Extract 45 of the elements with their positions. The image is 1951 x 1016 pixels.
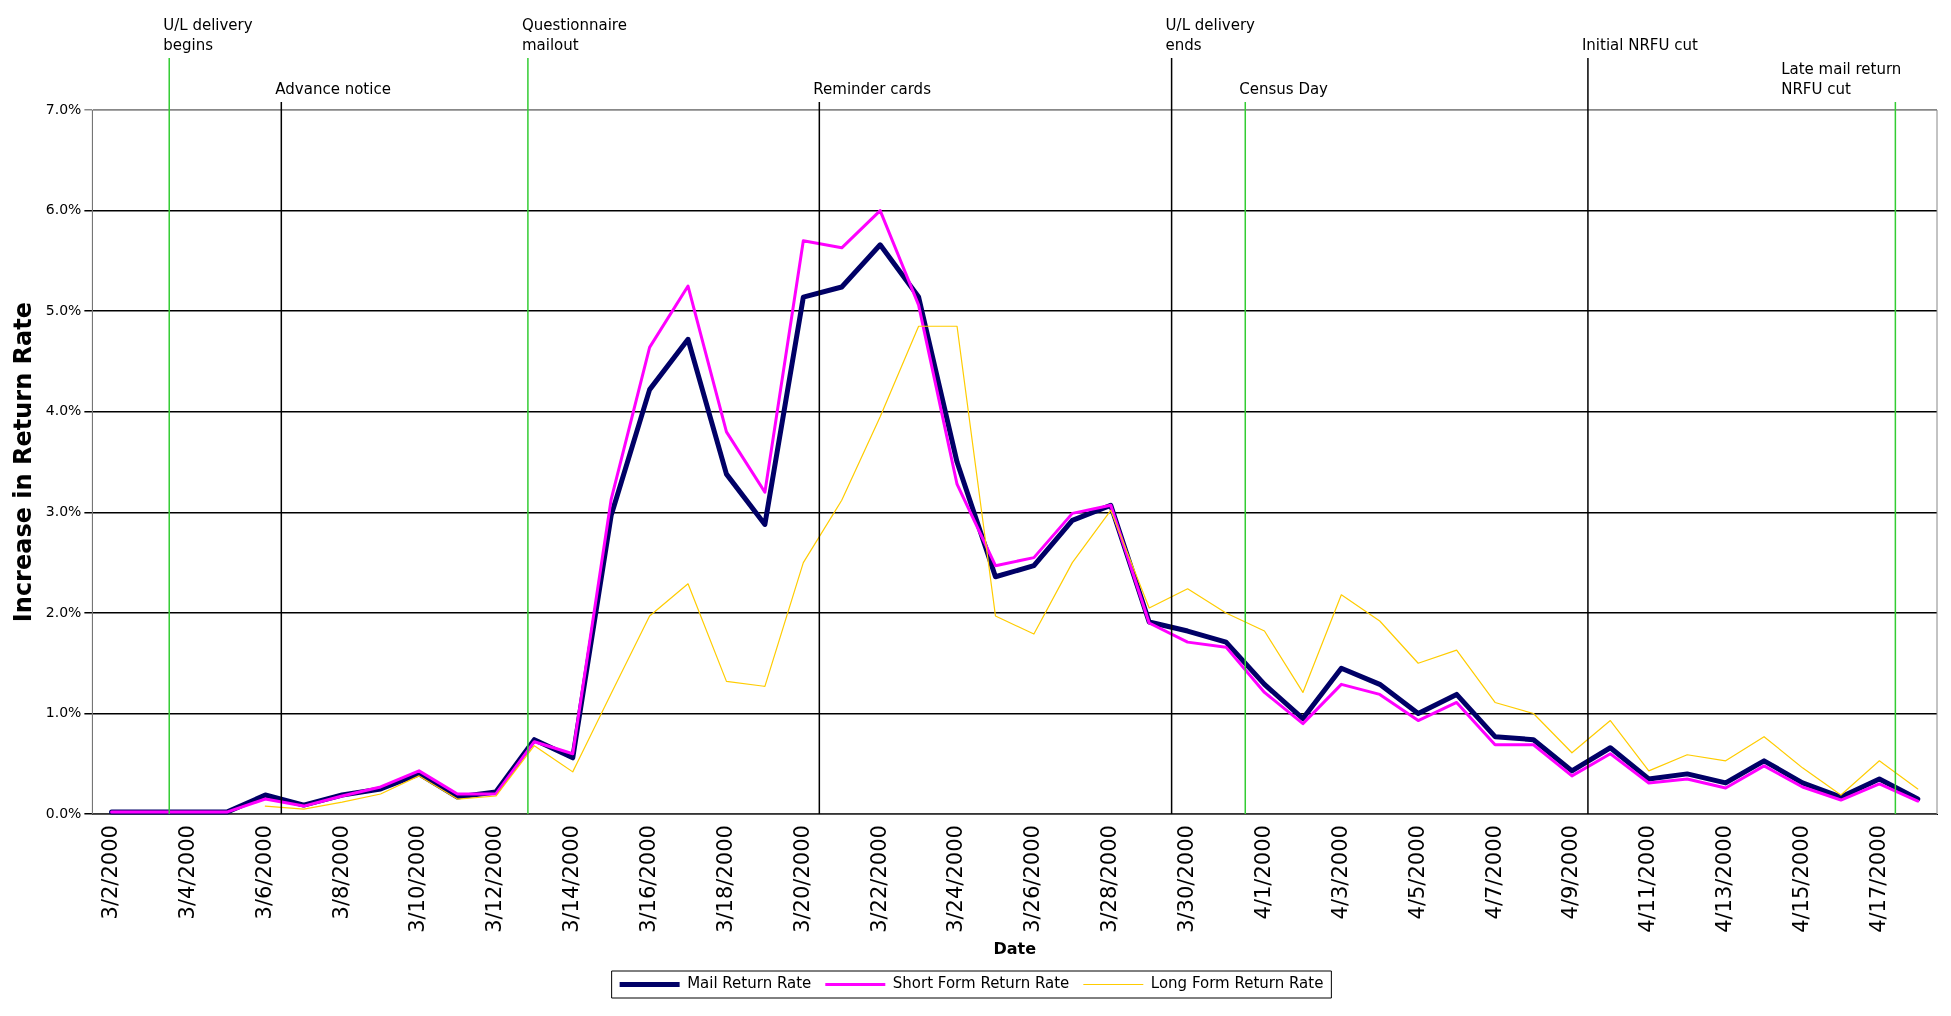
x-tick-label: 3/24/2000 [943,825,968,933]
x-tick-label: 4/9/2000 [1558,825,1583,920]
x-tick-label: 3/14/2000 [559,825,584,933]
y-tick-label: 1.0% [45,704,82,721]
ref-line-label: Late mail return NRFU cut [1781,60,1902,99]
y-tick-label: 2.0% [45,603,82,620]
x-tick-label: 3/8/2000 [328,825,353,920]
ref-line-label: U/L delivery begins [163,16,253,55]
x-tick-label: 3/16/2000 [636,825,661,933]
legend-label: Mail Return Rate [687,974,812,993]
x-tick-label: 4/5/2000 [1404,825,1429,920]
y-tick-label: 0.0% [45,804,82,821]
x-tick-label: 3/30/2000 [1174,825,1199,933]
y-tick-label: 6.0% [45,201,82,218]
x-tick-label: 3/22/2000 [866,825,891,933]
x-tick-label: 3/4/2000 [174,825,199,920]
x-tick-label: 4/17/2000 [1865,825,1890,933]
x-tick-label: 4/1/2000 [1250,825,1275,920]
ref-line-label: Questionnaire mailout [521,16,627,55]
x-tick-label: 4/3/2000 [1327,825,1352,920]
y-axis-title: Increase in Return Rate [8,301,37,623]
ref-line-label: Advance notice [275,80,391,99]
x-tick-label: 3/12/2000 [482,825,507,933]
ref-line-label: Census Day [1239,80,1329,99]
legend-label: Short Form Return Rate [892,974,1070,993]
x-tick-label: 3/6/2000 [251,825,276,920]
x-tick-label: 3/26/2000 [1020,825,1045,933]
ref-line-label: Reminder cards [813,80,932,99]
x-tick-label: 3/20/2000 [789,825,814,933]
legend-label: Long Form Return Rate [1150,974,1324,993]
x-tick-label: 3/28/2000 [1097,825,1122,933]
x-tick-label: 4/13/2000 [1712,825,1737,933]
y-tick-label: 4.0% [45,402,82,419]
ref-line-label: U/L delivery ends [1165,16,1256,55]
x-tick-label: 3/10/2000 [405,825,430,933]
y-tick-label: 3.0% [45,503,82,519]
x-tick-label: 4/7/2000 [1481,825,1506,920]
ref-line-label: Initial NRFU cut [1581,36,1698,55]
x-tick-label: 3/18/2000 [712,825,737,933]
x-tick-label: 3/2/2000 [98,825,123,920]
x-axis-title: Date [993,938,1037,958]
y-tick-label: 7.0% [45,100,82,117]
x-tick-label: 4/15/2000 [1788,825,1813,933]
x-tick-label: 4/11/2000 [1635,825,1660,933]
y-tick-label: 5.0% [45,301,82,318]
